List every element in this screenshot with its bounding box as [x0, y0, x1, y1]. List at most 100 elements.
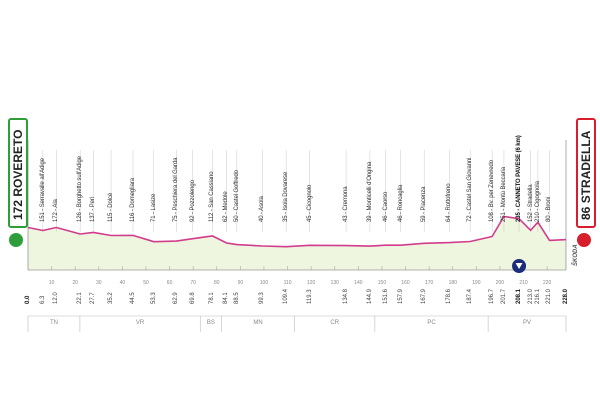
waypoint-km: 151.6	[382, 288, 389, 304]
axis-tick-label: 110	[284, 280, 292, 286]
waypoint-label: 172 - Ala	[53, 199, 60, 222]
start-city: ROVERETO	[11, 129, 25, 197]
waypoint-label: 92 - Pozzolengo	[189, 180, 196, 222]
waypoint-km: 201.7	[500, 288, 507, 304]
region-label: MN	[253, 320, 263, 326]
waypoint-label: 115 - Dolcè	[108, 192, 115, 222]
region-label: PV	[523, 320, 532, 326]
waypoint-km: 167.9	[421, 288, 428, 304]
waypoint-label: 210 - Cigognola	[534, 181, 541, 222]
waypoint-km: 78.1	[209, 292, 216, 304]
start-km: 0.0	[25, 295, 31, 304]
sponsor-logo: ŠKODA	[573, 244, 579, 266]
start-elevation: 172	[11, 199, 25, 220]
waypoint-label: 46 - Roncaglia	[397, 184, 404, 222]
waypoint-label: 64 - Rottofreno	[446, 183, 453, 222]
waypoint-label: 59 - Piacenza	[421, 186, 428, 222]
waypoint-label: 35 - Isola Dovarese	[283, 171, 290, 222]
start-flag-icon	[9, 233, 23, 247]
waypoint-label: 43 - Cremona	[343, 186, 350, 222]
waypoint-label: 40 - Asola	[259, 196, 266, 222]
waypoint-label: 72 - Castel San Giovanni	[467, 157, 474, 222]
axis-tick-label: 30	[96, 280, 102, 286]
waypoint-km: 157.9	[397, 288, 404, 304]
waypoint-km: 35.2	[108, 292, 115, 304]
axis-tick-label: 130	[331, 280, 340, 286]
waypoint-label: 137 - Peri	[90, 196, 97, 222]
waypoint-km: 119.3	[306, 289, 313, 304]
waypoint-label: 50 - Castel Goffredo	[233, 170, 240, 222]
axis-tick-label: 180	[449, 280, 458, 286]
waypoint-label: 151 - Serravalle all'Adige	[39, 158, 46, 222]
climb-chevron-icon	[515, 263, 523, 269]
axis-tick-label: 120	[307, 280, 316, 286]
waypoint-km: 84.1	[223, 292, 230, 304]
start-badge: 172 ROVERETO	[8, 118, 28, 228]
waypoint-label: 62 - Medole	[223, 191, 230, 222]
waypoint-label: 112 - San Cassiano	[209, 171, 216, 222]
waypoint-km: 69.8	[189, 292, 196, 304]
axis-tick-label: 10	[49, 280, 55, 286]
axis-tick-label: 190	[472, 280, 481, 286]
waypoint-label: 39 - Monticelli d'Ongina	[366, 161, 373, 222]
axis-tick-label: 20	[72, 280, 78, 286]
axis-tick-label: 140	[354, 280, 363, 286]
finish-elevation: 86	[579, 206, 593, 220]
finish-flag-icon	[577, 233, 591, 247]
axis-tick-label: 160	[401, 280, 410, 286]
waypoint-km: 196.7	[489, 288, 496, 304]
waypoint-km: 27.7	[90, 292, 97, 304]
region-label: PC	[427, 320, 436, 326]
waypoint-km: 216.1	[534, 288, 541, 304]
waypoint-label: 71 - Lasize	[150, 193, 157, 222]
profile-line	[27, 215, 567, 248]
waypoint-label: 46 - Caorso	[382, 191, 389, 222]
waypoint-km: 53.3	[150, 292, 157, 304]
region-label: BS	[206, 320, 215, 326]
waypoint-label: 75 - Peschiera del Garda	[173, 157, 180, 222]
waypoint-km: 134.8	[343, 288, 350, 304]
waypoint-km: 213.0	[527, 288, 534, 304]
waypoint-km: 22.1	[77, 292, 84, 304]
axis-tick-label: 90	[238, 280, 244, 286]
waypoint-km: 221.0	[546, 288, 553, 304]
axis-tick-label: 170	[425, 280, 434, 286]
region-label: CR	[330, 320, 340, 326]
axis-tick-label: 70	[190, 280, 196, 286]
waypoint-km: 99.3	[259, 292, 266, 304]
waypoint-label: 80 - Broni	[546, 196, 553, 222]
waypoint-km: 109.4	[283, 288, 290, 304]
waypoint-label: 45 - Cicognolo	[306, 184, 313, 222]
axis-tick-label: 60	[167, 280, 173, 286]
waypoint-label: 108 - Bv. per Zenevredo	[489, 160, 496, 222]
axis-tick-label: 50	[143, 280, 149, 286]
waypoint-km: 187.4	[467, 288, 474, 304]
finish-badge: 86 STRADELLA	[576, 118, 596, 228]
region-label: TN	[49, 320, 58, 326]
axis-tick-label: 100	[260, 280, 269, 286]
waypoint-label: 152 - Stradella	[527, 184, 534, 222]
axis-tick-label: 200	[496, 280, 505, 286]
axis-tick-label: 210	[519, 280, 528, 286]
axis-tick-label: 220	[543, 280, 552, 286]
waypoint-label: 126 - Borghetto sull'Adige	[77, 156, 84, 222]
axis-tick-label: 150	[378, 280, 387, 286]
waypoint-km: 144.9	[366, 288, 373, 304]
waypoint-km: 6.3	[39, 295, 46, 304]
finish-city: STRADELLA	[579, 130, 593, 204]
waypoint-label: 235 - CANNETO PAVESE (6 km)	[516, 135, 523, 222]
finish-km: 228.0	[563, 288, 569, 304]
waypoint-label: 251 - Montù Beccaria	[500, 166, 507, 222]
waypoint-km: 88.5	[233, 292, 240, 304]
waypoint-km: 178.6	[446, 288, 453, 304]
waypoint-km: 62.9	[173, 292, 180, 304]
waypoint-km: 208.1	[516, 288, 523, 304]
waypoint-label: 116 - Domegliara	[130, 178, 136, 222]
waypoint-km: 44.5	[130, 292, 136, 304]
region-label: VR	[135, 320, 145, 326]
axis-tick-label: 40	[120, 280, 126, 286]
waypoint-km: 12.0	[53, 292, 60, 304]
axis-tick-label: 80	[214, 280, 220, 286]
